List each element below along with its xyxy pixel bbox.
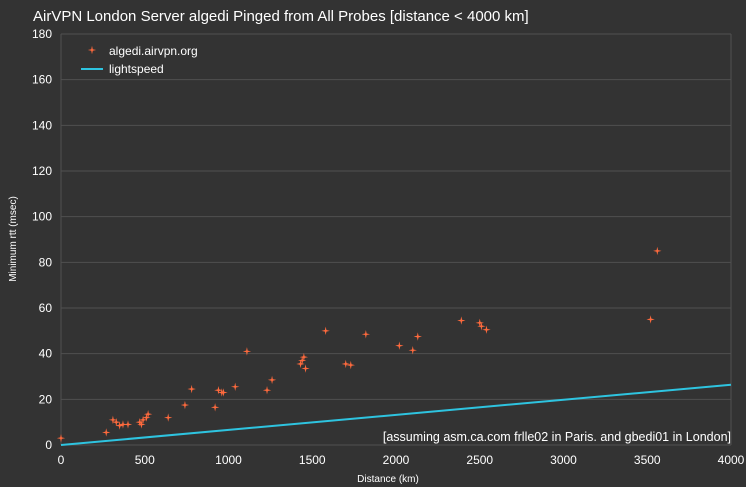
y-tick-label: 0 [45,438,52,452]
x-tick-label: 500 [135,453,155,467]
data-point [187,384,196,394]
y-tick-label: 60 [39,301,53,315]
data-point [123,420,133,429]
x-axis-label: Distance (km) [357,474,419,485]
data-point [210,403,220,412]
chart-annotation: [assuming asm.ca.com frlle02 in Paris. a… [383,430,731,444]
data-point [408,346,417,355]
data-point [482,325,491,334]
y-tick-label: 40 [39,347,53,361]
data-point [395,341,404,350]
data-point [118,420,128,429]
legend: algedi.airvpn.org lightspeed [81,44,198,76]
y-tick-label: 140 [32,118,52,132]
legend-marker-points [87,45,97,55]
data-point [112,417,121,427]
data-point [262,386,272,395]
data-point [653,246,662,256]
y-tick-label: 20 [39,392,53,406]
x-tick-label: 2500 [466,453,493,467]
data-point [341,359,350,369]
data-point [143,409,153,419]
y-tick-label: 100 [32,210,52,224]
x-tick-label: 2000 [383,453,410,467]
data-point [477,322,486,331]
legend-label-line: lightspeed [109,62,164,76]
y-tick-label: 120 [32,164,52,178]
x-tick-label: 3000 [550,453,577,467]
data-point [102,428,111,437]
data-point [646,315,655,324]
data-point [242,347,252,356]
chart-title: AirVPN London Server algedi Pinged from … [33,8,529,25]
data-point [321,326,330,336]
data-point [346,360,355,370]
axis-ticks: 0 20 40 60 80 100 120 140 160 180 0 500 1000 1500 2000… [32,27,745,467]
data-point [475,318,484,328]
data-point [138,415,148,425]
y-tick-label: 160 [32,73,52,87]
data-point [142,413,151,422]
grid [60,33,732,446]
y-axis-label: Minimum rtt (msec) [8,196,19,282]
data-point [137,420,146,429]
y-tick-label: 180 [32,27,52,41]
data-point [135,417,144,427]
data-point [214,386,223,395]
y-tick-label: 80 [39,255,53,269]
data-point [164,413,173,422]
x-tick-label: 4000 [718,453,745,467]
data-point [219,388,228,397]
data-point [56,433,66,443]
data-point [301,364,310,373]
x-tick-label: 1000 [215,453,242,467]
x-tick-label: 3500 [634,453,661,467]
data-point [361,330,371,339]
data-point [457,316,466,325]
data-point [267,375,277,385]
x-tick-label: 0 [58,453,65,467]
lightspeed-line-layer [60,383,732,446]
x-tick-label: 1500 [299,453,326,467]
data-point [231,382,240,391]
legend-label-points: algedi.airvpn.org [109,44,198,58]
data-point [298,356,307,365]
data-point [108,415,118,425]
data-point [180,400,190,410]
lightspeed-line [60,383,732,446]
scatter-points [56,246,662,443]
data-point [413,332,422,341]
legend-star-marker [87,45,97,55]
data-point [299,352,309,362]
data-point [296,359,305,369]
data-point [115,421,124,430]
